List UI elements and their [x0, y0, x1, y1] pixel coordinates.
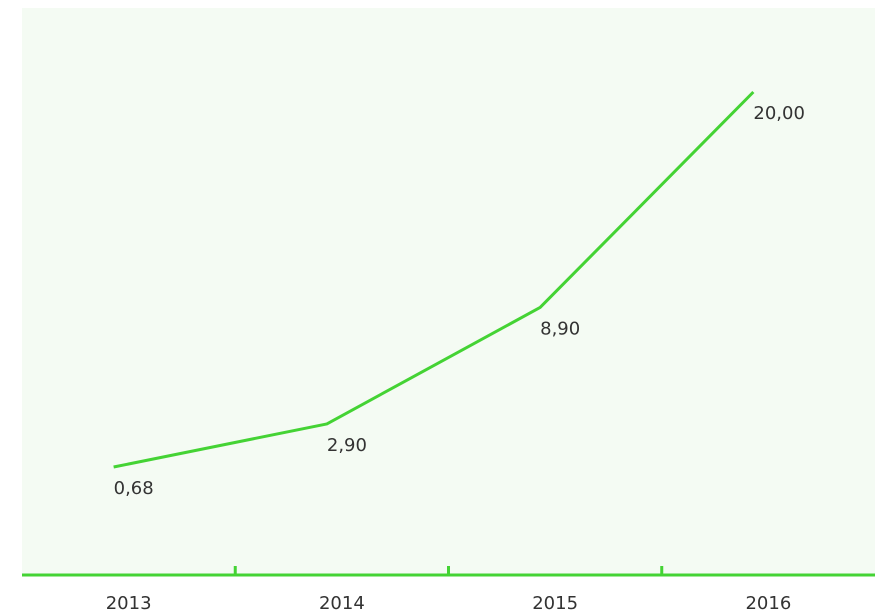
plot-background — [22, 8, 875, 575]
x-tick-label: 2013 — [106, 593, 152, 614]
data-label: 2,90 — [327, 435, 367, 456]
data-label: 8,90 — [540, 318, 580, 339]
x-tick-label: 2014 — [319, 593, 365, 614]
data-label: 20,00 — [753, 103, 805, 124]
x-tick-label: 2015 — [532, 593, 578, 614]
data-label: 0,68 — [114, 478, 154, 499]
x-tick-label: 2016 — [745, 593, 791, 614]
line — [113, 90, 755, 469]
